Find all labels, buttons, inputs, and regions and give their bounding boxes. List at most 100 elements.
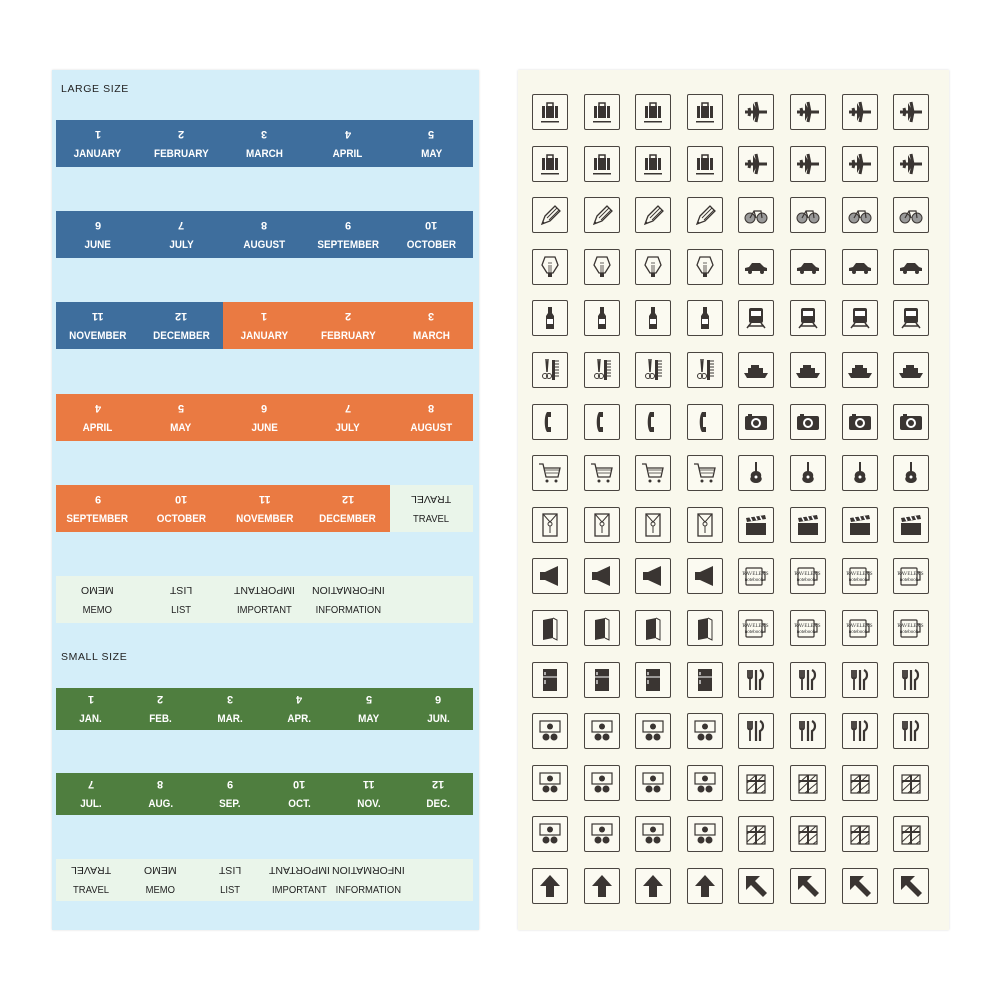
sticker-strip: 1 JAN. 2 FEB. 3 MAR. 4 APR. 5 MAY 6 JUN. xyxy=(56,688,473,730)
sticker-text: SEPTEMBER xyxy=(317,238,379,251)
car-icon xyxy=(841,248,878,285)
arrow-up-left-icon xyxy=(893,867,930,904)
sticker-text: MARCH xyxy=(412,329,450,342)
sticker-number-inverted: 12 xyxy=(174,309,188,322)
svg-text:TRAVELER'S: TRAVELER'S xyxy=(742,624,769,629)
shopping-cart-icon xyxy=(635,455,672,492)
bicycle-icon xyxy=(841,197,878,234)
sticker-text: MAY xyxy=(358,713,380,725)
sticker-number-inverted: 11 xyxy=(258,492,271,505)
sticker-label-mar-: 3 MAR. xyxy=(195,688,265,730)
suitcase-icon xyxy=(635,94,672,130)
sticker-label-feb-: 2 FEB. xyxy=(125,688,195,730)
pencil-icon xyxy=(583,197,620,234)
sticker-number-inverted: 5 xyxy=(365,693,372,705)
gift-icon xyxy=(789,764,826,801)
sticker-text: LIST xyxy=(171,603,192,616)
money-icon xyxy=(583,764,620,801)
svg-text:notebook: notebook xyxy=(848,630,867,635)
sticker-label-april: 4 APRIL xyxy=(306,120,390,167)
sticker-number-inverted: 4 xyxy=(94,401,101,414)
megaphone-icon xyxy=(583,558,620,595)
sticker-number-inverted: 8 xyxy=(157,778,164,790)
sticker-number-inverted: 6 xyxy=(261,401,268,414)
fork-knife-icon xyxy=(841,713,878,750)
sticker-label-august: 8 AUGUST xyxy=(389,394,473,441)
money-icon xyxy=(583,713,620,750)
ship-icon xyxy=(893,351,930,388)
sticker-label-september: 9 SEPTEMBER xyxy=(306,211,390,258)
sticker-strip: 4 APRIL 5 MAY 6 JUNE 7 JULY 8 AUGUST xyxy=(56,394,473,441)
sticker-text: JUNE xyxy=(84,238,111,251)
sticker-label-december: 12 DECEMBER xyxy=(139,302,223,349)
sticker-number-inverted: INFORMATION xyxy=(311,583,385,596)
sticker-label-memo: MEMO MEMO xyxy=(56,576,140,623)
sticker-text: JUL. xyxy=(80,798,102,810)
arrow-up-icon xyxy=(635,867,672,904)
sticker-text: APRIL xyxy=(82,421,113,434)
megaphone-icon xyxy=(686,558,723,595)
airplane-icon xyxy=(789,94,826,130)
mug-icon: TRAVELER'S notebook xyxy=(893,558,930,595)
gift-icon xyxy=(738,816,775,853)
sticker-number-inverted: 7 xyxy=(344,401,351,414)
fork-knife-icon xyxy=(738,713,775,750)
sticker-text: JANUARY xyxy=(73,147,122,160)
sticker-label-april: 4 APRIL xyxy=(56,394,140,441)
sticker-text: JAN. xyxy=(79,713,103,725)
sticker-number-inverted: 8 xyxy=(261,218,268,231)
bottle-icon xyxy=(583,300,620,337)
bottle-icon xyxy=(532,300,568,337)
book-icon xyxy=(583,609,620,646)
sticker-label-november: 11 NOVEMBER xyxy=(56,302,140,349)
camera-icon xyxy=(738,403,775,440)
svg-text:TRAVELER'S: TRAVELER'S xyxy=(794,624,821,629)
sticker-text: JULY xyxy=(335,421,361,434)
suitcase-icon xyxy=(686,94,723,130)
light-bulb-icon xyxy=(532,248,568,285)
svg-text:TRAVELER'S: TRAVELER'S xyxy=(897,572,924,577)
ship-icon xyxy=(738,351,775,388)
telephone-icon xyxy=(686,403,723,440)
suitcase-icon xyxy=(583,94,620,130)
sticker-label-may: 5 MAY xyxy=(139,394,223,441)
sticker-label-september: 9 SEPTEMBER xyxy=(56,485,140,532)
sticker-number-inverted: 11 xyxy=(362,778,375,790)
car-icon xyxy=(789,248,826,285)
sticker-label-dec-: 12 DEC. xyxy=(403,773,473,815)
money-icon xyxy=(686,713,723,750)
fork-knife-icon xyxy=(893,713,930,750)
sticker-text: APRIL xyxy=(333,147,363,160)
sticker-number-inverted: 3 xyxy=(261,127,268,140)
light-bulb-icon xyxy=(583,248,620,285)
sticker-number-inverted: 4 xyxy=(344,127,351,140)
guitar-icon xyxy=(738,455,775,492)
sticker-number-inverted: 2 xyxy=(157,693,164,705)
scissors-comb-icon xyxy=(583,351,620,388)
small-size-label: SMALL SIZE xyxy=(61,651,128,663)
sticker-number-inverted: IMPORTANT xyxy=(268,864,330,876)
sticker-strip: 1 JANUARY 2 FEBRUARY 3 MARCH 4 APRIL 5 MAY xyxy=(56,120,473,167)
suitcase-icon xyxy=(532,145,568,182)
clapperboard-icon xyxy=(841,506,878,543)
sticker-label-march: 3 MARCH xyxy=(222,120,307,167)
svg-text:notebook: notebook xyxy=(745,630,764,635)
svg-text:notebook: notebook xyxy=(797,630,816,635)
sticker-label-memo: MEMO MEMO xyxy=(125,859,195,901)
car-icon xyxy=(893,248,930,285)
sticker-text: TRAVEL xyxy=(413,512,450,525)
sticker-text: INFORMATION xyxy=(315,603,381,616)
sticker-text: JUN. xyxy=(426,713,450,725)
sticker-number-inverted: IMPORTANT xyxy=(234,583,295,596)
light-bulb-icon xyxy=(686,248,723,285)
pencil-icon xyxy=(686,197,723,234)
icon-sticker-sheet: TRAVELER'S notebook TRAVELER'S notebook TRAV… xyxy=(518,70,949,930)
scissors-comb-icon xyxy=(532,351,568,388)
sticker-label-may: 5 MAY xyxy=(389,120,473,167)
sticker-text: MAY xyxy=(170,421,192,434)
money-icon xyxy=(583,816,620,853)
sticker-label-august: 8 AUGUST xyxy=(222,211,307,258)
airplane-icon xyxy=(841,145,878,182)
sticker-strip: MEMO MEMO LIST LIST IMPORTANT IMPORTANT INFORM… xyxy=(56,576,473,623)
sticker-number-inverted: TRAVEL xyxy=(411,492,452,505)
